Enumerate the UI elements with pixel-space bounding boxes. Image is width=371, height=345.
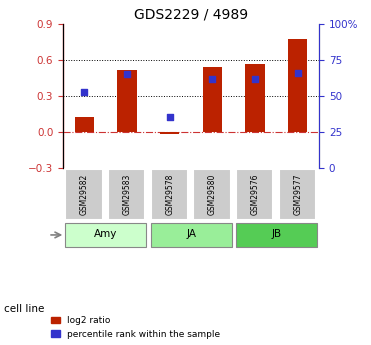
Point — [167, 115, 173, 120]
Bar — [118, 70, 137, 132]
Text: cell line: cell line — [4, 304, 44, 314]
FancyBboxPatch shape — [65, 223, 146, 247]
Bar — [203, 67, 222, 132]
FancyBboxPatch shape — [279, 169, 316, 220]
Text: GSM29582: GSM29582 — [80, 174, 89, 215]
Text: JA: JA — [186, 229, 196, 239]
Point — [209, 76, 215, 81]
Text: GSM29577: GSM29577 — [293, 174, 302, 215]
FancyBboxPatch shape — [193, 169, 231, 220]
Bar — [288, 39, 307, 132]
Text: GSM29580: GSM29580 — [208, 174, 217, 215]
Title: GDS2229 / 4989: GDS2229 / 4989 — [134, 8, 248, 22]
Point — [252, 76, 258, 81]
Text: GSM29576: GSM29576 — [250, 174, 260, 215]
Point — [124, 72, 130, 77]
FancyBboxPatch shape — [236, 169, 273, 220]
Point — [295, 70, 301, 76]
FancyBboxPatch shape — [65, 169, 103, 220]
Bar — [160, 132, 179, 134]
Bar — [246, 63, 265, 132]
Text: JB: JB — [271, 229, 282, 239]
FancyBboxPatch shape — [151, 169, 188, 220]
FancyBboxPatch shape — [236, 223, 317, 247]
Legend: log2 ratio, percentile rank within the sample: log2 ratio, percentile rank within the s… — [49, 314, 222, 341]
Text: GSM29578: GSM29578 — [165, 174, 174, 215]
Text: GSM29583: GSM29583 — [122, 174, 132, 215]
FancyBboxPatch shape — [108, 169, 145, 220]
Bar — [75, 117, 94, 132]
Text: Amy: Amy — [94, 229, 118, 239]
Point — [82, 89, 88, 95]
FancyBboxPatch shape — [151, 223, 232, 247]
